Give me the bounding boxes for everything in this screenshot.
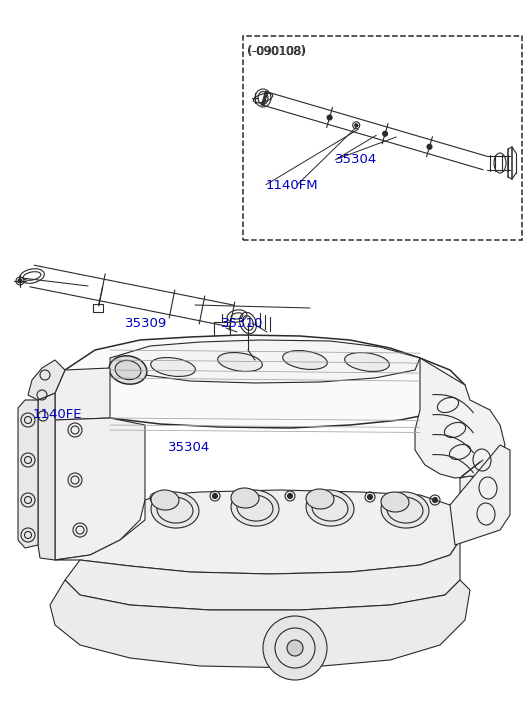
Bar xyxy=(214,322,230,336)
Text: (-090108): (-090108) xyxy=(247,46,305,58)
Polygon shape xyxy=(110,340,420,383)
Ellipse shape xyxy=(345,353,389,371)
Circle shape xyxy=(383,132,388,136)
Polygon shape xyxy=(55,335,465,428)
Polygon shape xyxy=(18,400,38,548)
Circle shape xyxy=(427,144,432,149)
Polygon shape xyxy=(38,393,55,560)
Polygon shape xyxy=(55,368,110,420)
Polygon shape xyxy=(55,490,460,574)
Text: 35304: 35304 xyxy=(335,153,377,166)
Text: 35310: 35310 xyxy=(221,317,263,330)
Ellipse shape xyxy=(218,353,262,371)
Circle shape xyxy=(287,640,303,656)
Circle shape xyxy=(433,497,437,502)
Polygon shape xyxy=(460,476,490,540)
Ellipse shape xyxy=(306,490,354,526)
Ellipse shape xyxy=(151,492,199,528)
Circle shape xyxy=(355,124,358,126)
Ellipse shape xyxy=(381,492,409,512)
Text: (-090108): (-090108) xyxy=(248,44,306,57)
Ellipse shape xyxy=(282,350,327,369)
Circle shape xyxy=(263,616,327,680)
Polygon shape xyxy=(415,358,505,478)
Polygon shape xyxy=(28,360,65,400)
Polygon shape xyxy=(55,418,145,560)
Bar xyxy=(93,304,103,312)
Ellipse shape xyxy=(231,488,259,508)
Circle shape xyxy=(368,494,372,499)
Ellipse shape xyxy=(231,490,279,526)
Circle shape xyxy=(327,115,332,120)
Bar xyxy=(243,36,522,240)
Text: 1140FE: 1140FE xyxy=(33,408,82,421)
Text: 1140FM: 1140FM xyxy=(266,179,319,192)
Ellipse shape xyxy=(151,358,195,377)
Ellipse shape xyxy=(115,361,141,379)
Circle shape xyxy=(212,494,218,499)
Ellipse shape xyxy=(381,492,429,528)
Polygon shape xyxy=(65,540,460,610)
Text: 35309: 35309 xyxy=(125,317,167,330)
Circle shape xyxy=(18,279,22,283)
Polygon shape xyxy=(450,445,510,545)
Circle shape xyxy=(287,494,293,499)
Ellipse shape xyxy=(151,490,179,510)
Ellipse shape xyxy=(306,489,334,509)
Text: 35304: 35304 xyxy=(168,441,210,454)
Circle shape xyxy=(153,496,157,500)
Ellipse shape xyxy=(109,356,147,384)
Polygon shape xyxy=(50,580,470,668)
